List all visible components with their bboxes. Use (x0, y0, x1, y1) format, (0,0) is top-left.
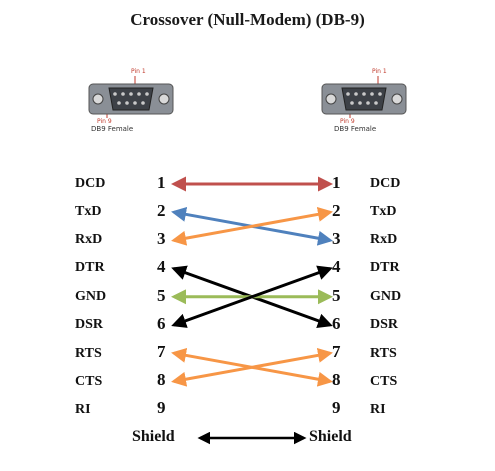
right-signal-cts: CTS (370, 374, 398, 389)
wire-3-to-2 (171, 206, 333, 246)
left-signal-dtr: DTR (75, 260, 105, 275)
left-signal-gnd: GND (75, 289, 107, 304)
left-signal-cts: CTS (75, 374, 103, 389)
db9-connector-right: Pin 1 Pin 9 DB9 Female (320, 62, 410, 133)
right-pin-number-3: 3 (332, 229, 341, 248)
left-signal-rts: RTS (75, 346, 102, 361)
left-pin-number-2: 2 (157, 201, 166, 220)
left-signal-txd: TxD (75, 204, 102, 219)
db9-connector-right-icon (321, 76, 407, 118)
left-signal-ri: RI (75, 402, 91, 417)
right-signal-rxd: RxD (370, 232, 398, 247)
left-pin-number-1: 1 (157, 173, 166, 192)
right-pin-number-7: 7 (332, 342, 341, 361)
left-pin-number-4: 4 (157, 257, 166, 276)
db9-connector-left: Pin 1 Pin 9 DB9 Female (87, 62, 177, 133)
left-pin-number-7: 7 (157, 342, 166, 361)
shield-label-left: Shield (132, 428, 175, 445)
right-pin-number-6: 6 (332, 314, 341, 333)
right-signal-dcd: DCD (370, 176, 401, 191)
left-signal-dcd: DCD (75, 176, 106, 191)
right-pin-number-9: 9 (332, 398, 341, 417)
pin9-label-left: Pin 9 (97, 118, 112, 125)
right-signal-rts: RTS (370, 346, 397, 361)
shield-label-right: Shield (309, 428, 352, 445)
left-pin-number-5: 5 (157, 286, 166, 305)
right-pin-number-4: 4 (332, 257, 341, 276)
right-pin-number-1: 1 (332, 173, 341, 192)
db9-connector-left-icon (88, 76, 174, 118)
left-pin-number-9: 9 (157, 398, 166, 417)
right-pin-number-8: 8 (332, 370, 341, 389)
connector-caption-right: DB9 Female (334, 125, 377, 133)
left-signal-dsr: DSR (75, 317, 104, 332)
connector-caption-left: DB9 Female (91, 125, 134, 133)
left-signal-rxd: RxD (75, 232, 103, 247)
right-pin-number-2: 2 (332, 201, 341, 220)
left-pin-number-6: 6 (157, 314, 166, 333)
right-signal-gnd: GND (370, 289, 402, 304)
pin1-label-left: Pin 1 (131, 68, 146, 75)
left-pin-number-3: 3 (157, 229, 166, 248)
right-signal-dsr: DSR (370, 317, 399, 332)
right-signal-ri: RI (370, 402, 386, 417)
wire-6-to-4 (171, 265, 333, 328)
right-signal-txd: TxD (370, 204, 397, 219)
diagram-title: Crossover (Null-Modem) (DB-9) (130, 10, 365, 29)
right-pin-number-5: 5 (332, 286, 341, 305)
pin9-label-right: Pin 9 (340, 118, 355, 125)
wire-8-to-7 (171, 347, 333, 387)
left-pin-number-8: 8 (157, 370, 166, 389)
right-signal-dtr: DTR (370, 260, 400, 275)
pin1-label-right: Pin 1 (372, 68, 387, 75)
